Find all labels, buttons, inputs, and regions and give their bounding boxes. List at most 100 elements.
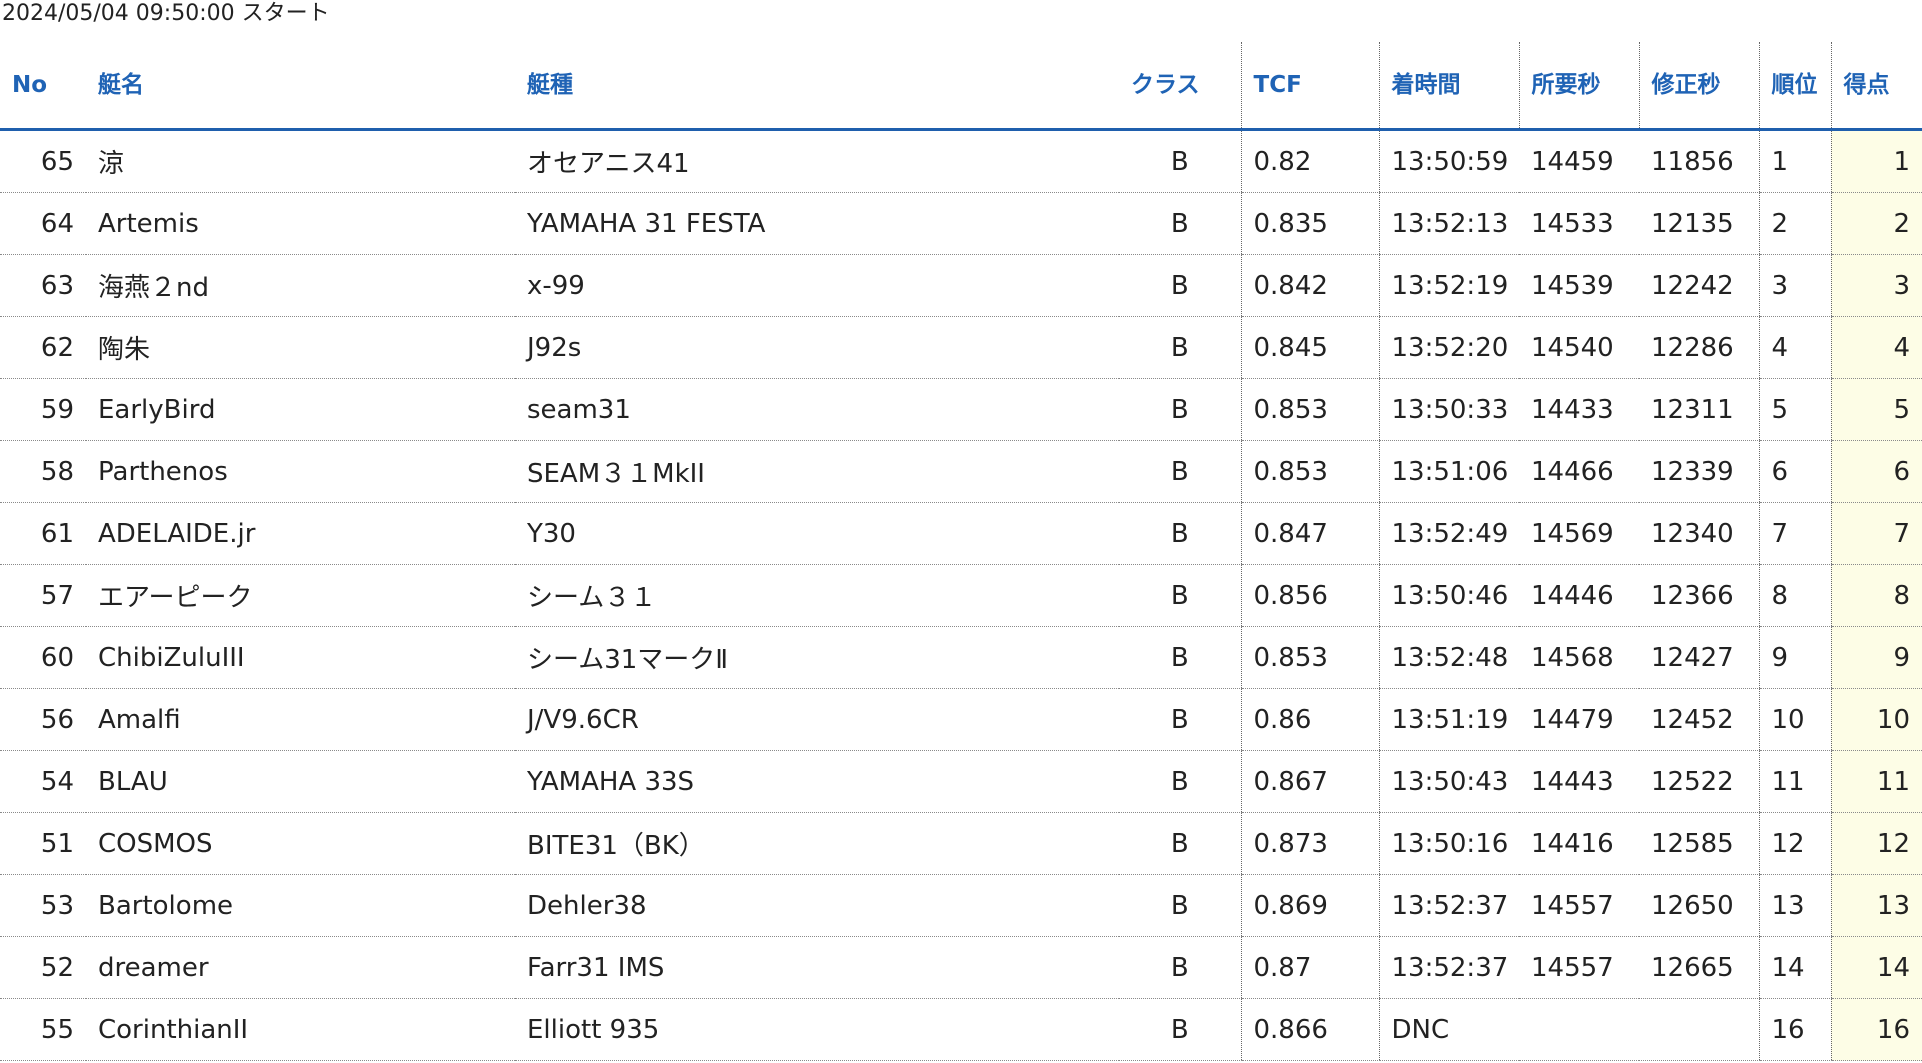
- header-boat-name: 艇名: [86, 42, 515, 131]
- header-tcf: TCF: [1240, 42, 1379, 131]
- cell-finish-time: 13:52:20: [1378, 316, 1519, 379]
- cell-tcf: 0.853: [1240, 378, 1379, 441]
- cell-rank: 7: [1758, 502, 1831, 565]
- cell-score: 1: [1830, 129, 1922, 193]
- cell-class: B: [1119, 688, 1241, 751]
- cell-no: 65: [0, 129, 86, 193]
- header-corrected-seconds: 修正秒: [1638, 42, 1759, 131]
- cell-boat-name: ChibiZuluIII: [86, 626, 515, 689]
- cell-tcf: 0.835: [1240, 192, 1379, 255]
- cell-score: 14: [1830, 936, 1922, 999]
- cell-tcf: 0.845: [1240, 316, 1379, 379]
- cell-rank: 5: [1758, 378, 1831, 441]
- cell-finish-time: 13:52:19: [1378, 254, 1519, 317]
- cell-boat-name: Parthenos: [86, 440, 515, 503]
- cell-corrected-seconds: 12286: [1639, 316, 1759, 379]
- cell-no: 63: [0, 254, 86, 317]
- cell-corrected-seconds: 12522: [1639, 750, 1759, 813]
- cell-tcf: 0.82: [1240, 129, 1379, 193]
- cell-no: 56: [0, 688, 86, 751]
- cell-score: 12: [1830, 812, 1922, 875]
- cell-score: 11: [1830, 750, 1922, 813]
- cell-tcf: 0.842: [1240, 254, 1379, 317]
- table-row: 55 CorinthianII Elliott 935 B 0.866 DNC 16 16: [0, 998, 1922, 1061]
- cell-boat-type: BITE31（BK）: [515, 812, 1119, 875]
- cell-boat-name: 涼: [86, 129, 515, 193]
- cell-no: 61: [0, 502, 86, 565]
- cell-rank: 2: [1758, 192, 1831, 255]
- cell-no: 55: [0, 998, 86, 1061]
- cell-class: B: [1119, 254, 1241, 317]
- cell-no: 52: [0, 936, 86, 999]
- cell-boat-name: Artemis: [86, 192, 515, 255]
- cell-elapsed-seconds: 14446: [1519, 564, 1639, 627]
- cell-elapsed-seconds: 14557: [1519, 874, 1639, 937]
- cell-rank: 14: [1758, 936, 1831, 999]
- cell-boat-type: J/V9.6CR: [515, 688, 1119, 751]
- cell-finish-time: 13:52:13: [1378, 192, 1519, 255]
- cell-no: 62: [0, 316, 86, 379]
- cell-tcf: 0.869: [1240, 874, 1379, 937]
- table-row: 53 Bartolome Dehler38 B 0.869 13:52:37 14557 12…: [0, 874, 1922, 937]
- cell-score: 8: [1830, 564, 1922, 627]
- cell-elapsed-seconds: 14433: [1519, 378, 1639, 441]
- cell-corrected-seconds: 12340: [1639, 502, 1759, 565]
- cell-class: B: [1119, 316, 1241, 379]
- cell-corrected-seconds: 12665: [1639, 936, 1759, 999]
- cell-boat-type: シーム３１: [515, 564, 1119, 627]
- cell-no: 64: [0, 192, 86, 255]
- cell-corrected-seconds: 12427: [1639, 626, 1759, 689]
- cell-tcf: 0.87: [1240, 936, 1379, 999]
- header-boat-type: 艇種: [515, 42, 1119, 131]
- cell-boat-name: 陶朱: [86, 316, 515, 379]
- table-row: 56 Amalfi J/V9.6CR B 0.86 13:51:19 14479 12452 1…: [0, 688, 1922, 751]
- cell-elapsed-seconds: 14540: [1519, 316, 1639, 379]
- cell-boat-name: エアーピーク: [86, 564, 515, 627]
- cell-elapsed-seconds: 14557: [1519, 936, 1639, 999]
- cell-score: 13: [1830, 874, 1922, 937]
- cell-rank: 8: [1758, 564, 1831, 627]
- cell-score: 16: [1830, 998, 1922, 1061]
- cell-tcf: 0.853: [1240, 626, 1379, 689]
- table-row: 63 海燕２nd x-99 B 0.842 13:52:19 14539 12242 3 3: [0, 254, 1922, 317]
- cell-corrected-seconds: 12452: [1639, 688, 1759, 751]
- cell-boat-type: x-99: [515, 254, 1119, 317]
- cell-score: 10: [1830, 688, 1922, 751]
- cell-elapsed-seconds: 14416: [1519, 812, 1639, 875]
- cell-finish-time: 13:52:48: [1378, 626, 1519, 689]
- results-table: No 艇名 艇種 クラス TCF 着時間 所要秒 修正秒 順位 得点 65 涼オセ…: [0, 42, 1922, 1061]
- cell-rank: 3: [1758, 254, 1831, 317]
- cell-boat-type: J92s: [515, 316, 1119, 379]
- cell-finish-time: 13:50:33: [1378, 378, 1519, 441]
- cell-boat-name: ADELAIDE.jr: [86, 502, 515, 565]
- cell-corrected-seconds: 12650: [1639, 874, 1759, 937]
- cell-no: 54: [0, 750, 86, 813]
- cell-class: B: [1119, 378, 1241, 441]
- cell-corrected-seconds: 12311: [1639, 378, 1759, 441]
- cell-boat-type: seam31: [515, 378, 1119, 441]
- cell-finish-time: 13:52:37: [1378, 936, 1519, 999]
- cell-finish-time: DNC: [1378, 998, 1519, 1061]
- cell-finish-time: 13:52:49: [1378, 502, 1519, 565]
- cell-boat-type: Dehler38: [515, 874, 1119, 937]
- cell-boat-type: YAMAHA 33S: [515, 750, 1119, 813]
- table-row: 54 BLAU YAMAHA 33S B 0.867 13:50:43 14443 12522…: [0, 750, 1922, 813]
- header-class: クラス: [1119, 42, 1241, 131]
- cell-class: B: [1119, 192, 1241, 255]
- header-elapsed-seconds: 所要秒: [1518, 42, 1639, 131]
- cell-tcf: 0.873: [1240, 812, 1379, 875]
- cell-no: 58: [0, 440, 86, 503]
- cell-rank: 6: [1758, 440, 1831, 503]
- cell-boat-type: SEAM３１MkII: [515, 440, 1119, 503]
- cell-score: 5: [1830, 378, 1922, 441]
- cell-elapsed-seconds: [1519, 998, 1639, 1061]
- cell-elapsed-seconds: 14459: [1519, 129, 1639, 193]
- cell-finish-time: 13:50:46: [1378, 564, 1519, 627]
- cell-class: B: [1119, 626, 1241, 689]
- cell-boat-type: YAMAHA 31 FESTA: [515, 192, 1119, 255]
- cell-elapsed-seconds: 14533: [1519, 192, 1639, 255]
- cell-elapsed-seconds: 14479: [1519, 688, 1639, 751]
- header-row: No 艇名 艇種 クラス TCF 着時間 所要秒 修正秒 順位 得点: [0, 42, 1922, 131]
- cell-class: B: [1119, 750, 1241, 813]
- cell-finish-time: 13:50:16: [1378, 812, 1519, 875]
